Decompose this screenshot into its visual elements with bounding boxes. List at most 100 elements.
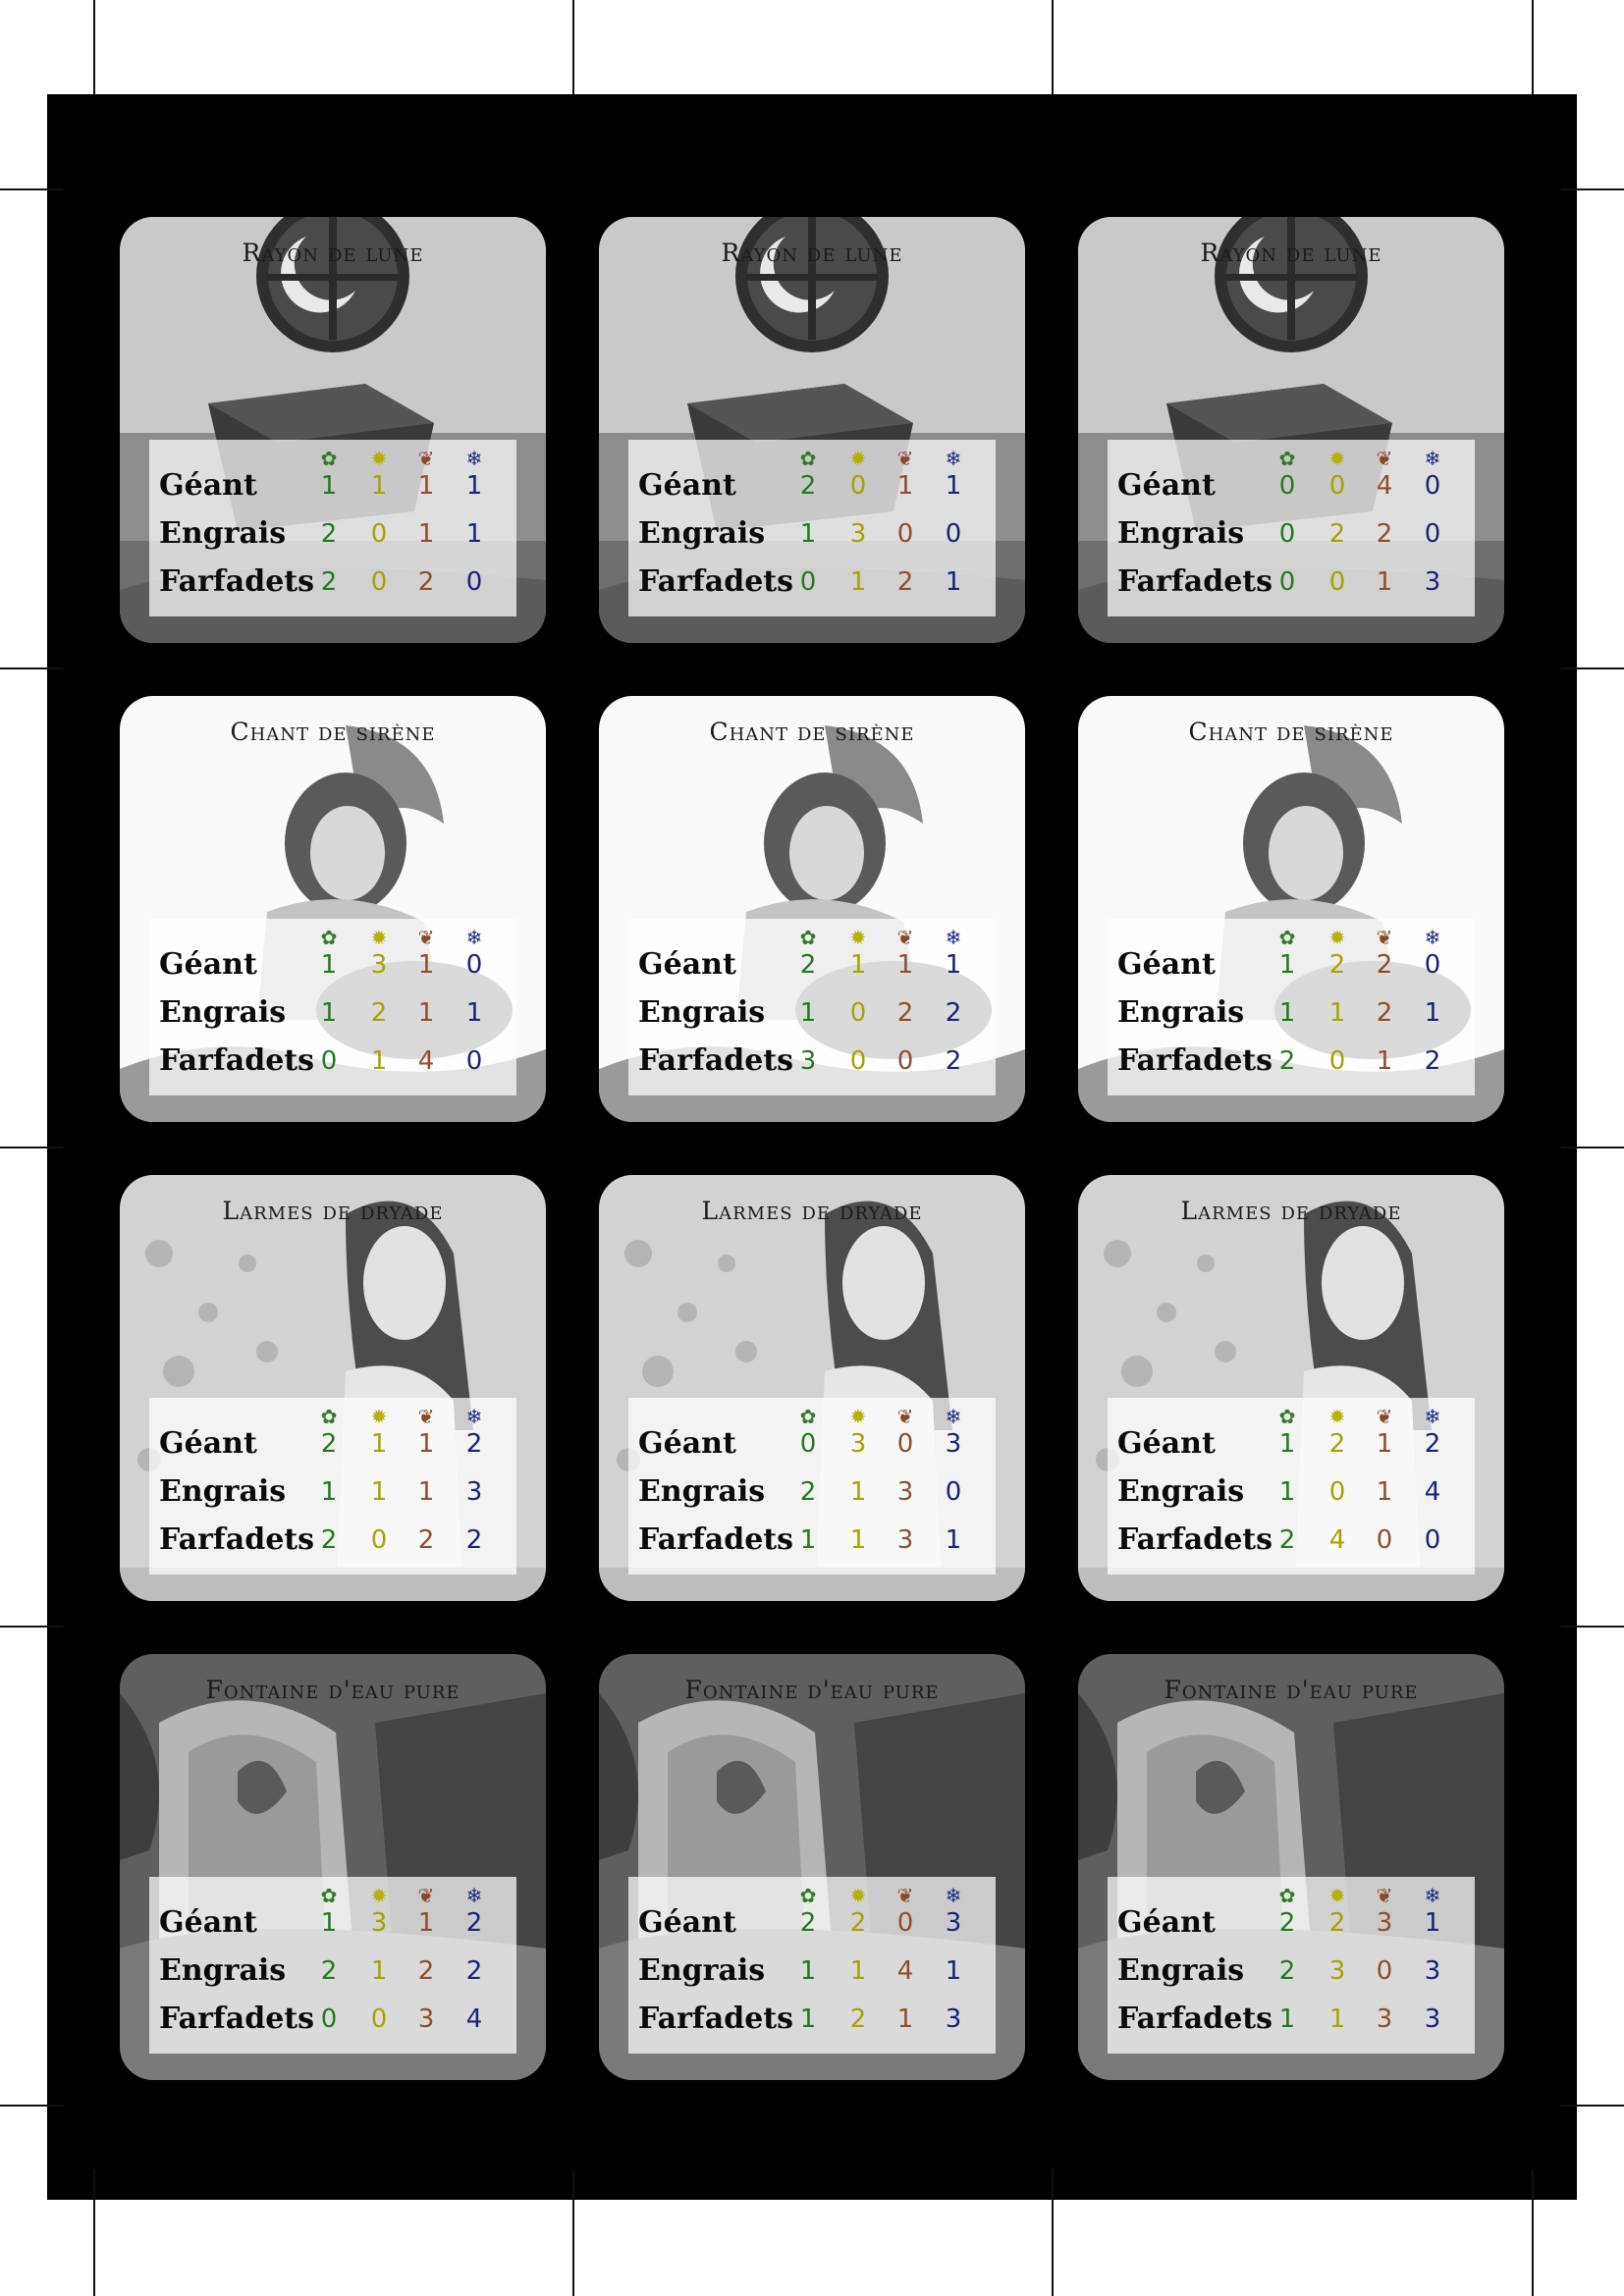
- stat-row-label: Farfadets: [159, 564, 315, 599]
- leaf-icon: ❦: [1376, 1405, 1393, 1428]
- leaf-icon: ❦: [896, 1884, 914, 1907]
- stat-value: 0: [1328, 471, 1346, 501]
- stat-value: 3: [1328, 1956, 1346, 1986]
- stat-row-label: Géant: [1117, 1905, 1216, 1940]
- card-title: Chant de sirène: [230, 718, 436, 746]
- leaf-icon: ❦: [1376, 447, 1393, 470]
- crop-mark: [1052, 2169, 1054, 2296]
- card-title: Rayon de lune: [242, 239, 424, 267]
- stat-value: 2: [1424, 1429, 1441, 1459]
- snowflake-icon: ❄: [945, 1884, 962, 1907]
- stat-value: 2: [1278, 1525, 1296, 1555]
- stat-value: 0: [799, 567, 817, 597]
- stat-value: 0: [370, 2004, 388, 2034]
- stat-value: 0: [1424, 519, 1441, 549]
- stat-row-label: Géant: [159, 947, 257, 982]
- stat-value: 0: [1278, 567, 1296, 597]
- stat-value: 0: [849, 1046, 867, 1076]
- stat-value: 1: [849, 1525, 867, 1555]
- clover-icon: ✿: [1278, 447, 1296, 470]
- stat-value: 0: [945, 519, 962, 549]
- stat-row-label: Géant: [1117, 468, 1216, 503]
- stat-value: 1: [417, 1477, 435, 1507]
- stat-value: 0: [1328, 1477, 1346, 1507]
- stat-value: 1: [1376, 567, 1393, 597]
- stat-value: 1: [370, 471, 388, 501]
- stat-row-label: Farfadets: [159, 1522, 315, 1557]
- stat-value: 2: [465, 1525, 483, 1555]
- stat-value: 3: [945, 1908, 962, 1938]
- stat-value: 0: [1424, 471, 1441, 501]
- stat-value: 2: [320, 519, 338, 549]
- stat-value: 1: [1424, 998, 1441, 1028]
- stat-value: 2: [1328, 519, 1346, 549]
- stat-value: 1: [945, 950, 962, 980]
- snowflake-icon: ❄: [945, 926, 962, 949]
- stat-value: 1: [465, 519, 483, 549]
- stat-value: 1: [945, 567, 962, 597]
- leaf-icon: ❦: [896, 447, 914, 470]
- crop-mark: [0, 188, 63, 190]
- stat-value: 0: [320, 1046, 338, 1076]
- stat-value: 2: [417, 1956, 435, 1986]
- stat-value: 3: [1424, 1956, 1441, 1986]
- crop-mark: [0, 2105, 63, 2107]
- stat-value: 1: [417, 1429, 435, 1459]
- stat-value: 0: [849, 998, 867, 1028]
- stat-value: 4: [465, 2004, 483, 2034]
- stat-value: 1: [465, 998, 483, 1028]
- stat-value: 4: [896, 1956, 914, 1986]
- stat-value: 2: [465, 1429, 483, 1459]
- leaf-icon: ❦: [1376, 926, 1393, 949]
- stat-value: 2: [1278, 1956, 1296, 1986]
- stat-value: 2: [1328, 1429, 1346, 1459]
- stat-value: 1: [945, 1525, 962, 1555]
- stat-value: 2: [945, 998, 962, 1028]
- crop-mark: [0, 1147, 63, 1148]
- stat-row-label: Farfadets: [638, 2002, 794, 2036]
- stat-value: 1: [320, 1477, 338, 1507]
- stat-value: 2: [320, 1956, 338, 1986]
- crop-mark: [0, 1626, 63, 1628]
- stat-row-label: Engrais: [1117, 995, 1245, 1030]
- stat-value: 3: [945, 1429, 962, 1459]
- stat-value: 0: [465, 950, 483, 980]
- stat-value: 0: [370, 1525, 388, 1555]
- stat-value: 2: [1278, 1046, 1296, 1076]
- stat-value: 1: [1278, 950, 1296, 980]
- stat-value: 0: [799, 1429, 817, 1459]
- card-title: Fontaine d'eau pure: [684, 1676, 940, 1704]
- crop-mark: [572, 2169, 574, 2296]
- stat-value: 2: [1328, 1908, 1346, 1938]
- stat-row-label: Engrais: [638, 1953, 766, 1988]
- stat-row-label: Engrais: [1117, 516, 1245, 551]
- stat-value: 4: [1424, 1477, 1441, 1507]
